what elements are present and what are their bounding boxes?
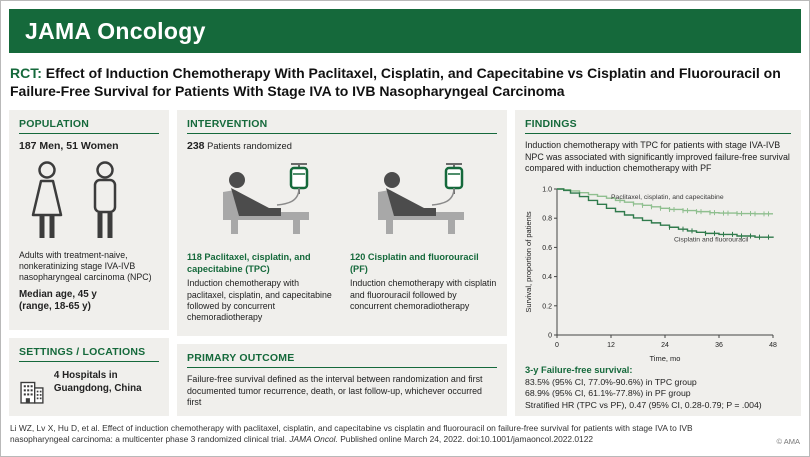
arm-pf-name: 120 Cisplatin and fluorouracil (PF) bbox=[350, 252, 497, 276]
svg-text:Time, mo: Time, mo bbox=[650, 354, 681, 363]
svg-text:0: 0 bbox=[548, 332, 552, 339]
arm-pf-label: Cisplatin and fluorouracil (PF) bbox=[350, 251, 479, 274]
km-chart: 0 0.2 0.4 0.6 0.8 1.0 0 12 24 36 48 Time, mo Surviva… bbox=[524, 186, 777, 363]
infusion-chair-icon bbox=[377, 162, 464, 234]
settings-row: 4 Hospitals in Guangdong, China bbox=[19, 368, 159, 412]
randomized-count: 238 bbox=[187, 139, 205, 152]
svg-text:0.2: 0.2 bbox=[542, 303, 552, 310]
findings-panel: FINDINGS Induction chemotherapy with TPC… bbox=[515, 109, 801, 416]
population-median-age: Median age, 45 y bbox=[19, 288, 97, 300]
article-title-text: Effect of Induction Chemotherapy With Pa… bbox=[10, 65, 781, 100]
population-heading: POPULATION bbox=[19, 118, 159, 134]
right-column: FINDINGS Induction chemotherapy with TPC… bbox=[515, 109, 801, 416]
arm-tpc: 118 Paclitaxel, cisplatin, and capecitab… bbox=[187, 252, 334, 324]
intervention-panel: INTERVENTION 238 Patients randomized bbox=[177, 109, 507, 336]
left-column: POPULATION 187 Men, 51 Women bbox=[9, 109, 169, 416]
svg-text:Survival, proportion of patien: Survival, proportion of patients bbox=[524, 211, 533, 313]
citation: Li WZ, Lv X, Hu D, et al. Effect of indu… bbox=[10, 423, 752, 446]
arm-pf-description: Induction chemotherapy with cisplatin an… bbox=[350, 278, 497, 311]
citation-doi: Published online March 24, 2022. doi:10.… bbox=[337, 434, 594, 445]
svg-text:1.0: 1.0 bbox=[542, 186, 552, 193]
infusion-chair-icon bbox=[222, 162, 309, 234]
arm-tpc-n: 118 bbox=[187, 251, 202, 262]
results-heading: 3-y Failure-free survival: bbox=[525, 364, 633, 375]
journal-masthead: JAMA Oncology bbox=[9, 9, 801, 53]
primary-outcome-text: Failure-free survival defined as the int… bbox=[187, 373, 483, 408]
population-icons bbox=[25, 160, 157, 242]
result-hazard-ratio: Stratified HR (TPC vs PF), 0.47 (95% CI,… bbox=[525, 399, 762, 410]
man-icon bbox=[93, 161, 117, 238]
middle-column: INTERVENTION 238 Patients randomized bbox=[177, 109, 507, 416]
svg-text:Paclitaxel, cisplatin, and cap: Paclitaxel, cisplatin, and capecitabine bbox=[611, 194, 724, 201]
arm-tpc-name: 118 Paclitaxel, cisplatin, and capecitab… bbox=[187, 252, 334, 276]
svg-text:0.6: 0.6 bbox=[542, 245, 552, 252]
arm-icons-row bbox=[187, 158, 497, 246]
result-tpc: 83.5% (95% CI, 77.0%-90.6%) in TPC group bbox=[525, 376, 697, 387]
population-age-range: (range, 18-65 y) bbox=[19, 301, 91, 313]
content-grid: POPULATION 187 Men, 51 Women bbox=[9, 109, 801, 416]
citation-text: Li WZ, Lv X, Hu D, et al. Effect of indu… bbox=[10, 422, 693, 445]
population-count: 187 Men, 51 Women bbox=[19, 139, 119, 152]
arm-tpc-label: Paclitaxel, cisplatin, and capecitabine … bbox=[187, 251, 311, 274]
study-type-tag: RCT: bbox=[10, 65, 42, 81]
journal-name: JAMA Oncol. bbox=[289, 434, 338, 445]
population-panel: POPULATION 187 Men, 51 Women bbox=[9, 109, 169, 330]
svg-text:36: 36 bbox=[715, 342, 723, 349]
woman-icon bbox=[31, 161, 63, 238]
randomized-label: Patients randomized bbox=[204, 140, 292, 151]
article-title: RCT: Effect of Induction Chemotherapy Wi… bbox=[1, 53, 809, 110]
svg-text:48: 48 bbox=[769, 342, 777, 349]
population-age-block: Median age, 45 y (range, 18-65 y) bbox=[19, 289, 159, 314]
journal-title: JAMA Oncology bbox=[25, 17, 206, 44]
arm-pf-icon-cell bbox=[342, 158, 497, 246]
svg-text:0.4: 0.4 bbox=[542, 274, 552, 281]
findings-summary: Induction chemotherapy with TPC for pati… bbox=[525, 139, 790, 174]
svg-text:0: 0 bbox=[555, 342, 559, 349]
settings-panel: SETTINGS / LOCATIONS 4 Hospitals in Guan… bbox=[9, 337, 169, 416]
footer: Li WZ, Lv X, Hu D, et al. Effect of indu… bbox=[10, 423, 800, 446]
svg-text:24: 24 bbox=[661, 342, 669, 349]
primary-outcome-panel: PRIMARY OUTCOME Failure-free survival de… bbox=[177, 343, 507, 416]
intervention-heading: INTERVENTION bbox=[187, 118, 497, 134]
svg-text:12: 12 bbox=[607, 342, 615, 349]
hospital-icon bbox=[20, 381, 44, 404]
arm-pf-n: 120 bbox=[350, 251, 366, 262]
result-pf: 68.9% (95% CI, 61.1%-77.8%) in PF group bbox=[525, 388, 691, 399]
svg-text:Cisplatin and fluorouracil: Cisplatin and fluorouracil bbox=[674, 236, 749, 243]
settings-text: 4 Hospitals in Guangdong, China bbox=[53, 369, 142, 394]
findings-heading: FINDINGS bbox=[525, 118, 791, 134]
svg-text:0.8: 0.8 bbox=[542, 215, 552, 222]
arm-pf: 120 Cisplatin and fluorouracil (PF) Indu… bbox=[350, 252, 497, 324]
arm-tpc-description: Induction chemotherapy with paclitaxel, … bbox=[187, 278, 332, 323]
arm-tpc-icon-cell bbox=[187, 158, 342, 246]
randomized-line: 238 Patients randomized bbox=[187, 140, 497, 152]
arms-row: 118 Paclitaxel, cisplatin, and capecitab… bbox=[187, 252, 497, 324]
population-description: Adults with treatment-naive, nonkeratini… bbox=[19, 249, 152, 283]
settings-heading: SETTINGS / LOCATIONS bbox=[19, 346, 159, 362]
primary-outcome-heading: PRIMARY OUTCOME bbox=[187, 352, 497, 368]
findings-results: 3-y Failure-free survival: 83.5% (95% CI… bbox=[525, 365, 791, 411]
copyright: © AMA bbox=[776, 436, 800, 446]
